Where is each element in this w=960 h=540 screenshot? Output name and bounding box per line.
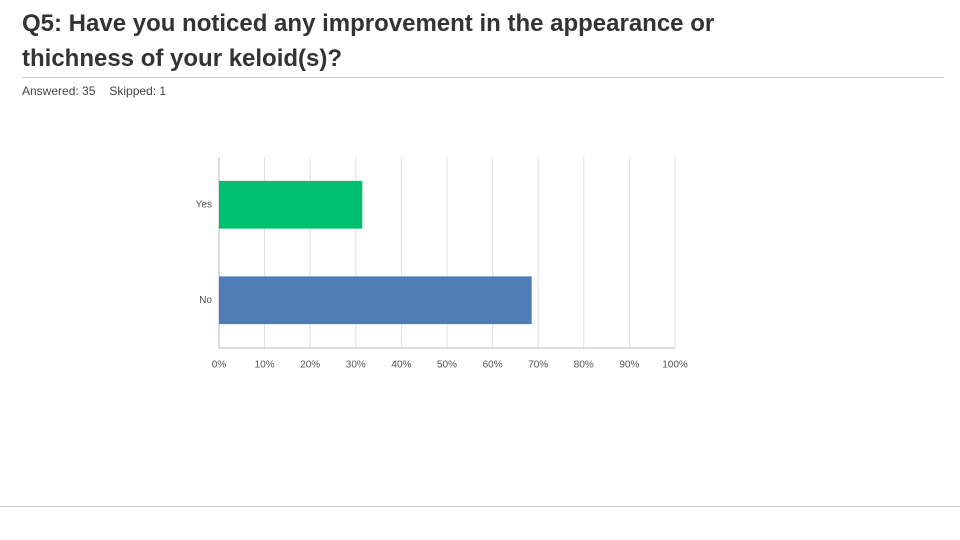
- x-tick-label: 80%: [574, 360, 594, 371]
- x-tick-label: 0%: [212, 360, 227, 371]
- x-tick-label: 100%: [662, 360, 688, 371]
- bar: [219, 180, 363, 229]
- x-tick-label: 10%: [255, 360, 275, 371]
- x-tick-label: 70%: [528, 360, 548, 371]
- x-tick-label: 40%: [391, 360, 411, 371]
- bar: [219, 276, 532, 325]
- y-tick-label: Yes: [196, 199, 212, 210]
- x-tick-label: 50%: [437, 360, 457, 371]
- skipped: Skipped: 1: [109, 84, 167, 98]
- x-tick-label: 20%: [300, 360, 320, 371]
- y-tick-label: No: [199, 295, 212, 306]
- question-title: Q5: Have you noticed any improvement in …: [22, 10, 715, 72]
- divider: [22, 77, 944, 78]
- response-stats: Answered: 35 Skipped: 1: [22, 84, 180, 98]
- x-tick-label: 30%: [346, 360, 366, 371]
- x-tick-label: 60%: [483, 360, 503, 371]
- divider: [0, 506, 960, 507]
- answered: Answered: 35: [22, 84, 96, 98]
- x-tick-label: 90%: [619, 360, 639, 371]
